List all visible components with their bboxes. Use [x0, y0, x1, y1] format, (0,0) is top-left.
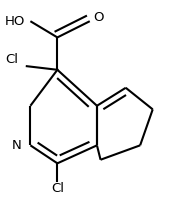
Text: Cl: Cl: [5, 53, 18, 66]
Text: HO: HO: [5, 15, 25, 28]
Text: Cl: Cl: [51, 182, 64, 195]
Text: O: O: [93, 11, 104, 24]
Text: N: N: [12, 139, 21, 152]
